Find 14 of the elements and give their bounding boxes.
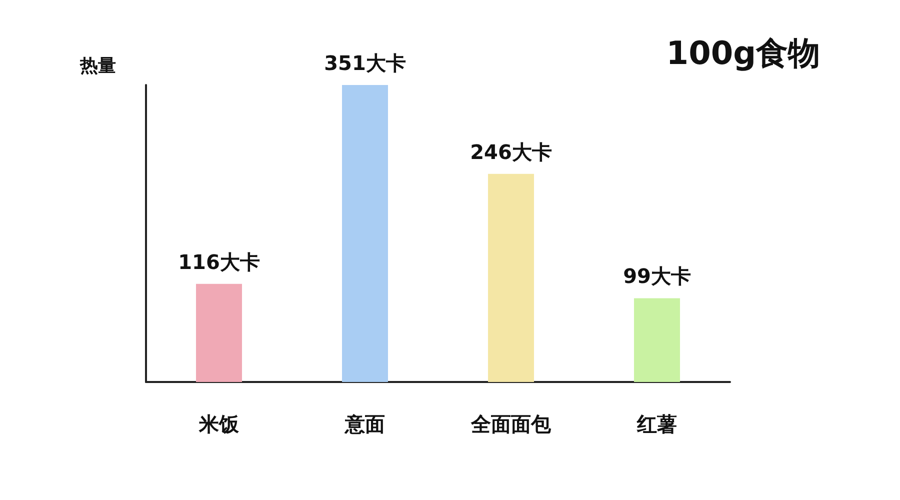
bar	[634, 298, 680, 382]
bar	[196, 284, 242, 382]
x-tick-label: 米饭	[198, 412, 240, 436]
y-axis-title: 热量	[79, 56, 116, 76]
x-tick-label: 意面	[344, 412, 385, 436]
data-label: 99大卡	[623, 264, 691, 288]
bar	[488, 174, 534, 382]
data-label: 116大卡	[178, 250, 260, 274]
x-tick-label: 红薯	[636, 412, 677, 436]
bar	[342, 85, 388, 382]
data-label: 351大卡	[324, 51, 406, 75]
x-tick-label: 全面面包	[470, 412, 552, 436]
chart-title: 100g食物	[666, 34, 820, 72]
data-label: 246大卡	[470, 140, 552, 164]
